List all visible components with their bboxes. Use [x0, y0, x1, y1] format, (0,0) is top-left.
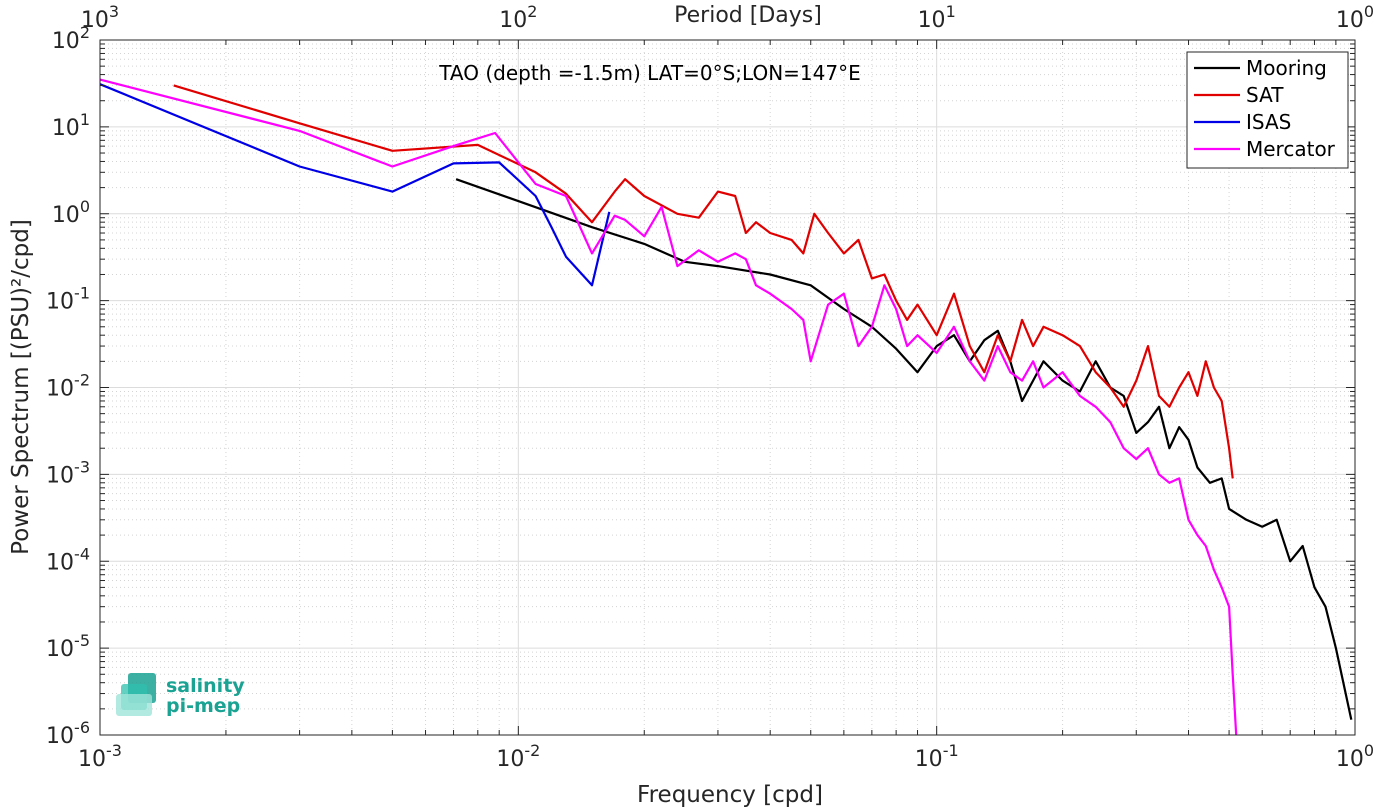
logo-line1: salinity [166, 675, 245, 697]
x-tick-label: 10-3 [78, 741, 122, 772]
x-tick-label: 10-1 [915, 741, 959, 772]
y-axis-label: Power Spectrum [(PSU)²/cpd] [8, 219, 34, 555]
legend-label-mercator: Mercator [1246, 137, 1336, 161]
y-tick-label: 10-5 [46, 631, 90, 662]
top-x-tick-label: 101 [918, 2, 956, 33]
top-x-tick-label: 102 [499, 2, 537, 33]
y-tick-label: 10-6 [46, 718, 90, 749]
series-line-mooring [455, 178, 1353, 720]
y-tick-label: 10-1 [46, 284, 90, 315]
top-x-axis-label: Period [Days] [674, 3, 822, 28]
top-x-tick-label: 100 [1336, 2, 1374, 33]
x-axis-label: Frequency [cpd] [637, 782, 823, 808]
x-tick-label: 100 [1336, 741, 1374, 772]
series-line-isas [99, 83, 611, 287]
logo-wave-front [116, 694, 152, 716]
legend-label-isas: ISAS [1246, 110, 1291, 134]
y-tick-label: 10-2 [46, 371, 90, 402]
y-tick-label: 102 [52, 23, 90, 54]
top-x-tick-label: 103 [81, 2, 119, 33]
y-tick-label: 10-3 [46, 457, 90, 488]
series-line-mercator [99, 78, 1238, 736]
salinity-pi-mep-logo: salinity pi-mep [116, 673, 245, 717]
series-lines [99, 78, 1353, 736]
logo-line2: pi-mep [166, 695, 240, 717]
legend-label-sat: SAT [1246, 83, 1284, 107]
x-tick-label: 10-2 [496, 741, 540, 772]
chart-title: TAO (depth =-1.5m) LAT=0°S;LON=147°E [438, 61, 860, 85]
legend-label-mooring: Mooring [1246, 56, 1327, 80]
legend: Mooring SAT ISAS Mercator [1186, 51, 1349, 169]
y-tick-label: 100 [52, 197, 90, 228]
y-tick-label: 10-4 [46, 544, 90, 575]
series-line-sat [173, 84, 1234, 479]
y-tick-label: 101 [52, 110, 90, 141]
axis-ticks [99, 39, 1356, 736]
